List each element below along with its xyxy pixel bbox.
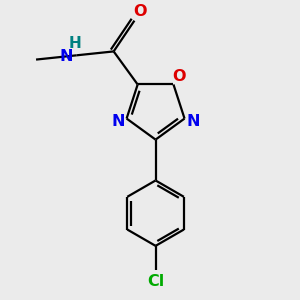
Text: N: N (187, 114, 200, 129)
Text: O: O (172, 70, 186, 85)
Text: O: O (134, 4, 147, 20)
Text: H: H (69, 36, 82, 51)
Text: N: N (111, 114, 124, 129)
Text: Cl: Cl (147, 274, 164, 290)
Text: N: N (60, 49, 73, 64)
